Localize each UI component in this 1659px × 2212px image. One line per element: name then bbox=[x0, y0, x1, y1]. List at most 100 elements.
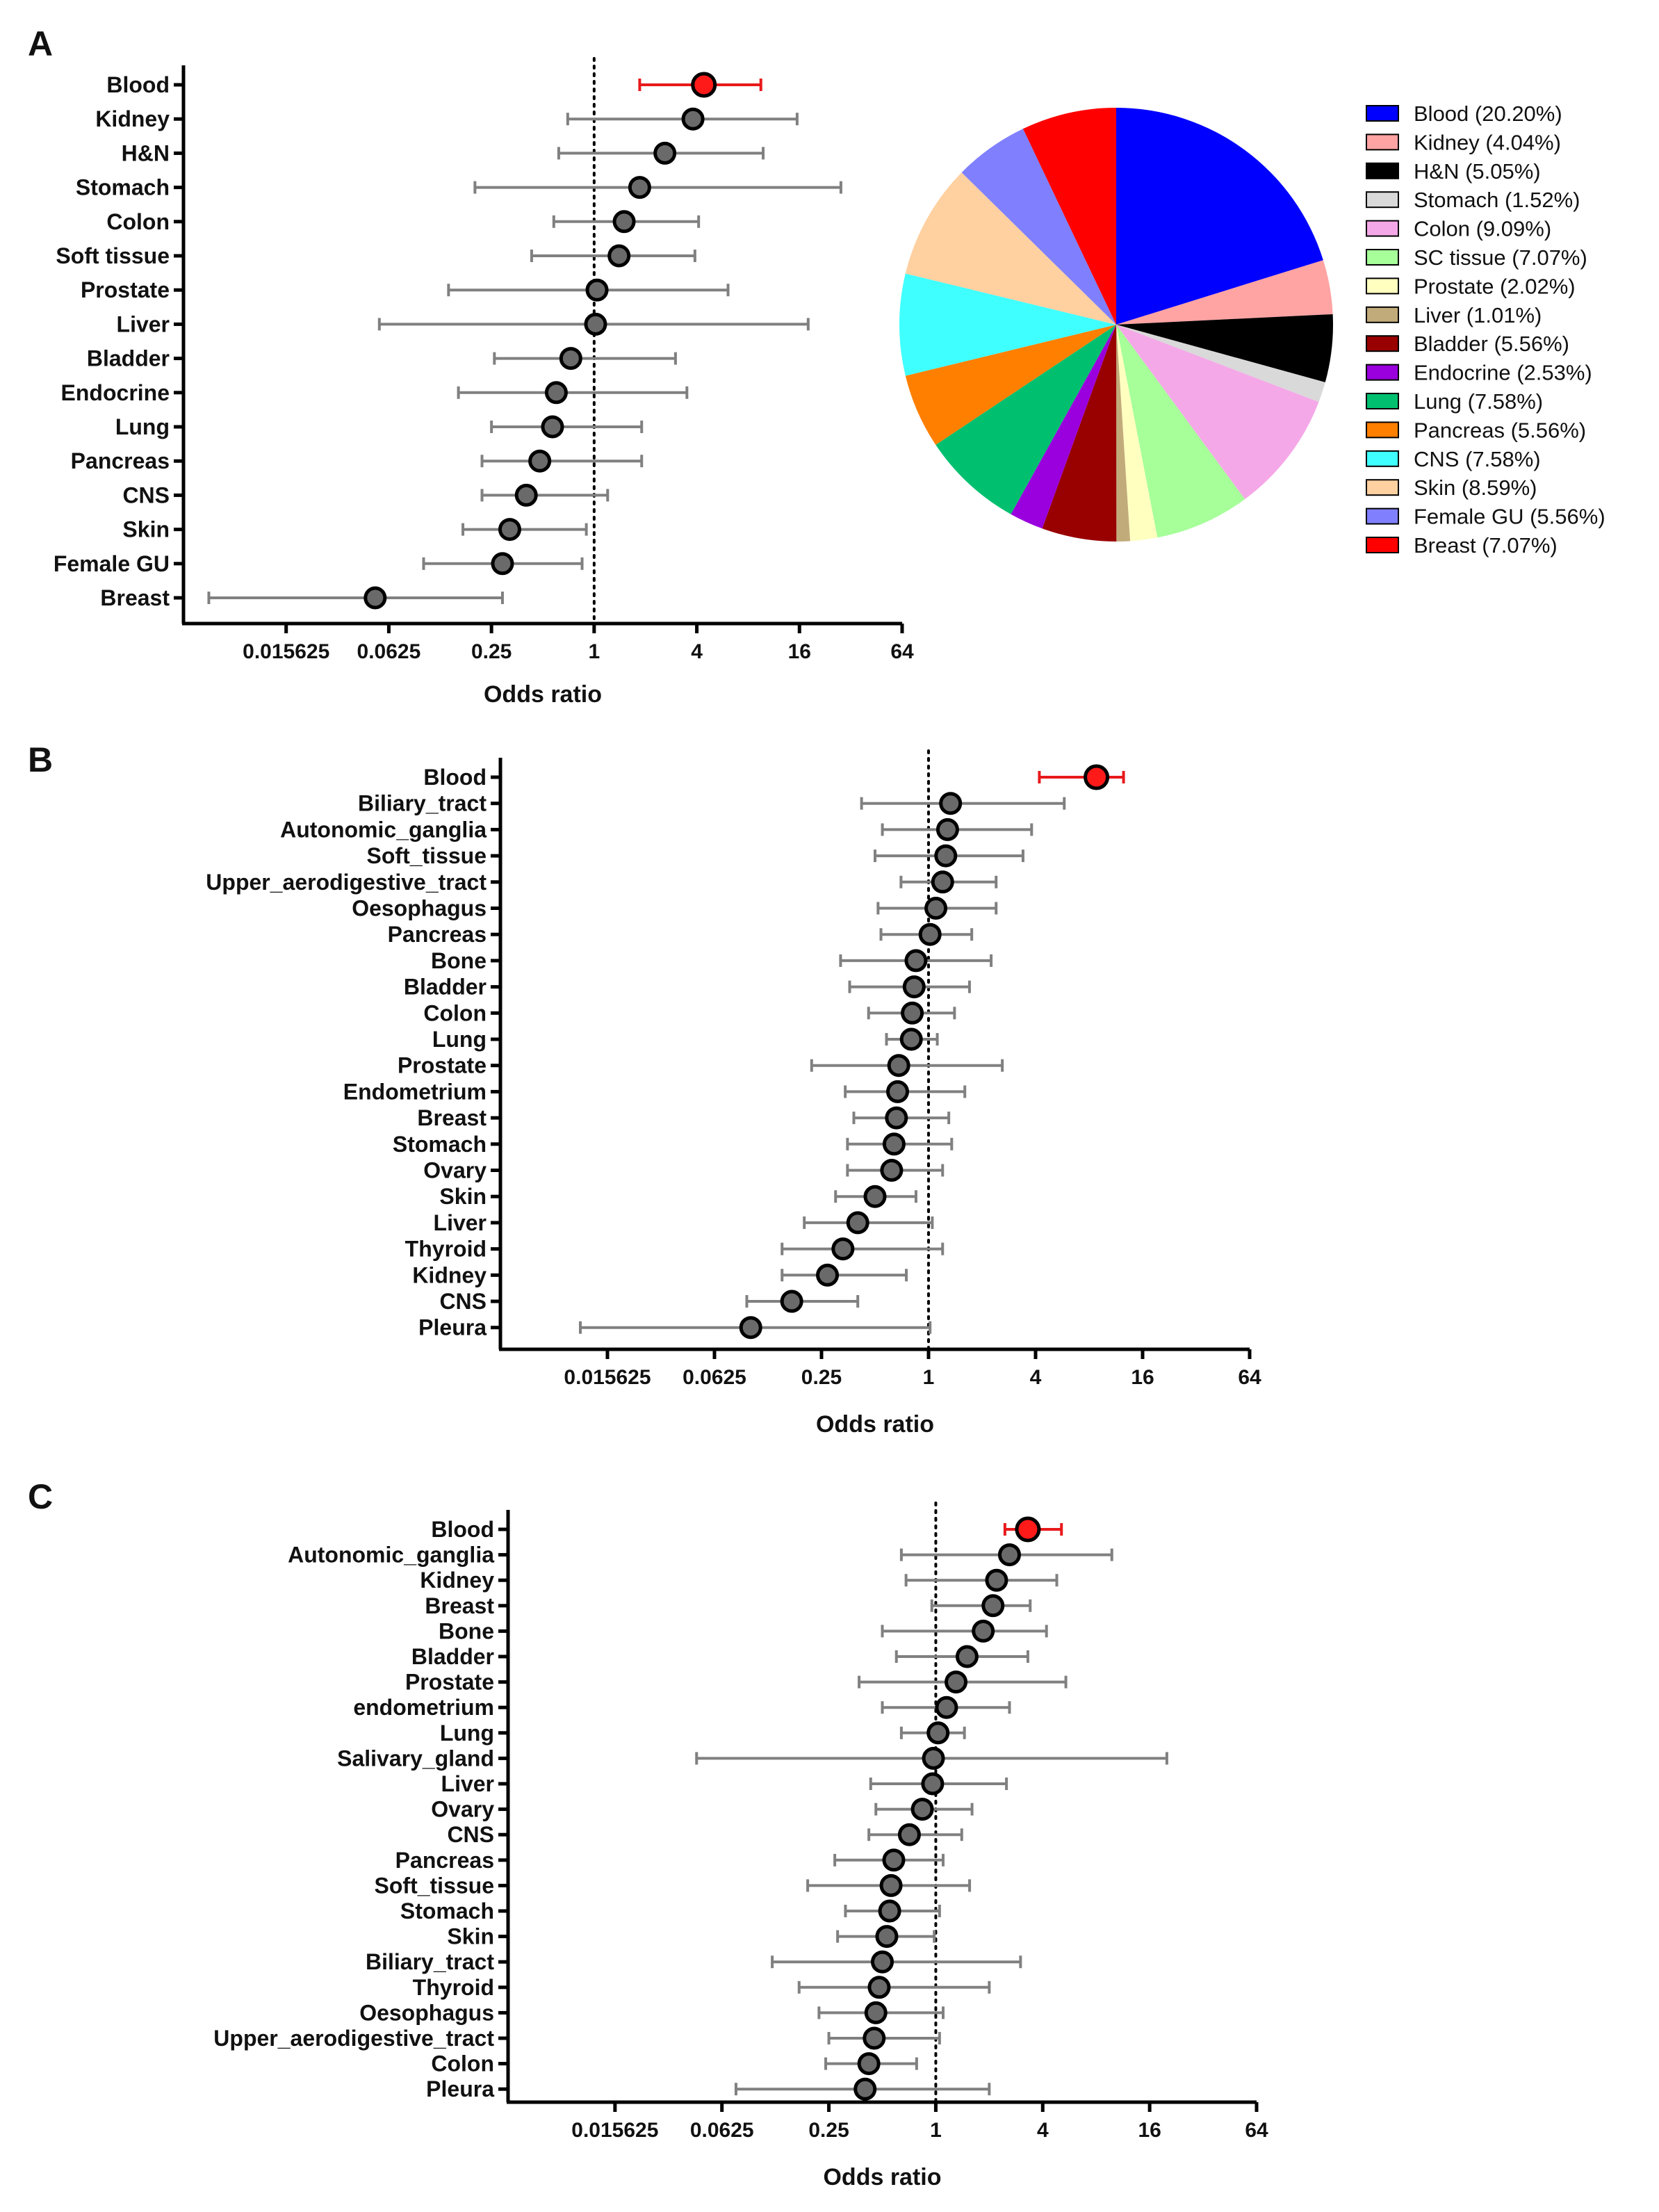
legend-label-pancreas: Pancreas (5.56%) bbox=[1414, 418, 1586, 442]
x-tick-label: 1 bbox=[923, 1366, 935, 1389]
point-cns bbox=[897, 1823, 921, 1846]
point-soft-tissue bbox=[879, 1873, 903, 1897]
point-skin bbox=[863, 1185, 887, 1208]
row-label-pancreas: Pancreas bbox=[388, 922, 487, 947]
point-female-gu bbox=[491, 552, 514, 576]
legend-swatch-prostate bbox=[1366, 277, 1399, 295]
x-tick-label: 1 bbox=[589, 640, 600, 663]
row-label-salivary-gland: Salivary_gland bbox=[337, 1746, 494, 1771]
legend-swatch-kidney bbox=[1366, 133, 1399, 151]
row-label-pleura: Pleura bbox=[418, 1315, 487, 1340]
pie-slice-liver bbox=[1116, 325, 1131, 542]
point-endocrine bbox=[544, 381, 568, 405]
row-label-thyroid: Thyroid bbox=[405, 1237, 487, 1262]
x-tick-label: 4 bbox=[1037, 2119, 1049, 2142]
row-label-autonomic-ganglia: Autonomic_ganglia bbox=[280, 817, 487, 842]
x-tick-label: 0.015625 bbox=[243, 640, 329, 663]
point-liver bbox=[584, 312, 607, 336]
legend-swatch-sc-tissue bbox=[1366, 249, 1399, 266]
point-lung bbox=[899, 1027, 923, 1051]
point-oesophagus bbox=[864, 2001, 888, 2024]
row-label-ovary: Ovary bbox=[423, 1158, 487, 1183]
legend-swatch-blood bbox=[1366, 105, 1399, 122]
point-pleura bbox=[739, 1316, 762, 1340]
panel-a-pie-chart bbox=[899, 108, 1333, 542]
x-tick-label: 4 bbox=[691, 640, 703, 663]
point-upper-aerodigestive-tract bbox=[931, 870, 954, 894]
row-label-soft-tissue: Soft_tissue bbox=[375, 1873, 494, 1898]
legend-label-lung: Lung (7.58%) bbox=[1414, 389, 1543, 414]
row-label-upper-aerodigestive-tract: Upper_aerodigestive_tract bbox=[213, 2026, 494, 2051]
pie-slice-lung bbox=[935, 325, 1116, 514]
row-label-endometrium: endometrium bbox=[353, 1695, 494, 1720]
pie-slice-breast bbox=[1022, 108, 1116, 325]
row-label-liver: Liver bbox=[434, 1210, 487, 1235]
row-label-pleura: Pleura bbox=[426, 2076, 494, 2101]
row-label-ovary: Ovary bbox=[431, 1797, 494, 1822]
x-tick-label: 64 bbox=[1245, 2119, 1268, 2142]
row-label-pancreas: Pancreas bbox=[71, 448, 170, 473]
legend-label-h-n: H&N (5.05%) bbox=[1414, 159, 1541, 184]
point-endometrium bbox=[886, 1080, 910, 1103]
point-thyroid bbox=[867, 1976, 891, 1999]
point-bladder bbox=[559, 347, 582, 371]
point-skin bbox=[875, 1925, 899, 1949]
x-tick-label: 0.0625 bbox=[683, 1366, 746, 1389]
x-tick-label: 16 bbox=[788, 640, 811, 663]
row-label-autonomic-ganglia: Autonomic_ganglia bbox=[288, 1543, 494, 1568]
x-tick-label: 64 bbox=[1238, 1366, 1261, 1389]
row-label-blood: Blood bbox=[423, 765, 487, 790]
row-label-soft-tissue: Soft_tissue bbox=[367, 843, 487, 868]
row-label-prostate: Prostate bbox=[81, 277, 170, 302]
row-label-prostate: Prostate bbox=[405, 1670, 494, 1695]
row-label-prostate: Prostate bbox=[398, 1053, 487, 1078]
x-tick-label: 0.015625 bbox=[571, 2119, 658, 2142]
row-label-liver: Liver bbox=[441, 1771, 494, 1796]
x-tick-label: 64 bbox=[890, 640, 914, 663]
point-liver bbox=[921, 1772, 945, 1796]
point-skin bbox=[498, 518, 521, 542]
point-h-n bbox=[653, 141, 677, 165]
legend-swatch-lung bbox=[1366, 393, 1399, 409]
row-label-colon: Colon bbox=[431, 2051, 494, 2076]
point-colon bbox=[901, 1001, 924, 1025]
point-colon bbox=[857, 2052, 881, 2076]
pie-slice-colon bbox=[1116, 325, 1319, 500]
row-label-skin: Skin bbox=[447, 1924, 494, 1949]
panel-b-forest-plot: B 0.015625 0.0625 0.25 1 4 16 64 Odds ratio Blood… bbox=[28, 740, 1261, 1438]
panel-a-pie-legend: Blood (20.20%) Kidney (4.04%) H&N (5.05%) S… bbox=[1366, 101, 1605, 558]
row-label-colon: Colon bbox=[423, 1000, 487, 1025]
x-axis-title: Odds ratio bbox=[823, 2164, 941, 2190]
point-bladder bbox=[902, 975, 926, 999]
point-breast bbox=[981, 1594, 1005, 1618]
row-label-blood: Blood bbox=[431, 1517, 494, 1542]
point-lung bbox=[541, 415, 564, 439]
row-label-kidney: Kidney bbox=[95, 106, 170, 131]
legend-label-kidney: Kidney (4.04%) bbox=[1414, 130, 1561, 154]
point-blood bbox=[1084, 764, 1110, 790]
row-label-h-n: H&N bbox=[122, 140, 170, 165]
pie-slice-prostate bbox=[1116, 325, 1158, 542]
x-tick-label: 16 bbox=[1131, 1366, 1154, 1389]
row-label-breast: Breast bbox=[100, 585, 170, 610]
pie-slice-blood bbox=[1116, 108, 1323, 325]
point-pleura bbox=[853, 2077, 877, 2101]
row-label-cns: CNS bbox=[439, 1289, 487, 1314]
point-biliary-tract bbox=[939, 792, 963, 815]
point-salivary-gland bbox=[922, 1746, 945, 1770]
row-label-thyroid: Thyroid bbox=[413, 1975, 494, 2000]
point-liver bbox=[846, 1211, 869, 1235]
legend-label-stomach: Stomach (1.52%) bbox=[1414, 188, 1580, 212]
legend-label-liver: Liver (1.01%) bbox=[1414, 303, 1542, 327]
point-prostate bbox=[887, 1054, 910, 1077]
row-label-pancreas: Pancreas bbox=[395, 1848, 494, 1873]
row-label-endocrine: Endocrine bbox=[61, 380, 170, 405]
x-tick-label: 0.25 bbox=[471, 640, 512, 663]
x-tick-label: 0.25 bbox=[801, 1366, 842, 1389]
row-label-cns: CNS bbox=[447, 1822, 494, 1847]
legend-swatch-female-gu bbox=[1366, 507, 1399, 525]
row-label-stomach: Stomach bbox=[76, 175, 170, 200]
legend-swatch-skin bbox=[1366, 479, 1399, 496]
row-label-kidney: Kidney bbox=[420, 1568, 494, 1593]
